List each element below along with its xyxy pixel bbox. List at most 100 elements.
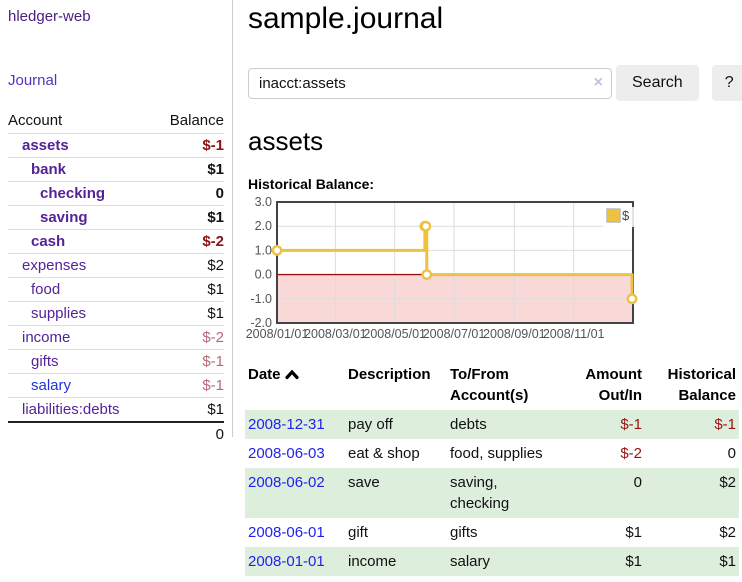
register-header-date[interactable]: Date [245, 361, 345, 410]
account-balance: $1 [153, 397, 224, 423]
transaction-balance: $1 [719, 553, 736, 570]
transaction-date-link[interactable]: 2008-01-01 [248, 553, 325, 570]
account-link-saving[interactable]: saving [40, 209, 88, 226]
account-balance: $-1 [153, 373, 224, 398]
account-link-gifts[interactable]: gifts [31, 353, 59, 370]
sidebar: hledger-web Journal Account Balance asse… [0, 0, 233, 446]
y-tick-label: 0.0 [255, 268, 272, 282]
register-header-accounts: To/From Account(s) [450, 366, 529, 404]
x-tick-label: 2008/07/01 [423, 327, 486, 341]
legend-label: $ [622, 208, 630, 223]
transaction-balance: 0 [727, 445, 736, 462]
register-table: Date Description To/From Account(s) Amou… [245, 361, 739, 576]
search-button[interactable]: Search [616, 65, 699, 101]
transaction-amount: $-1 [620, 416, 642, 433]
search-input[interactable] [248, 67, 612, 99]
main-content: sample.journal × Search ? assets Histori… [240, 0, 742, 576]
help-button[interactable]: ? [711, 65, 742, 101]
transaction-description: pay off [348, 416, 393, 433]
transaction-accounts: gifts [450, 524, 478, 541]
account-balance: $-2 [153, 229, 224, 254]
transaction-date-link[interactable]: 2008-06-03 [248, 445, 325, 462]
y-tick-label: 3.0 [255, 197, 272, 209]
account-balance: $1 [153, 301, 224, 326]
account-balance: $-1 [153, 349, 224, 374]
accounts-header-account: Account [8, 110, 154, 134]
account-row: food $1 [8, 277, 224, 302]
data-point-marker [626, 293, 638, 305]
accounts-total-value: 0 [153, 421, 224, 446]
sort-ascending-icon [284, 365, 299, 386]
transaction-row: 2008-01-01 income salary $1 $1 [245, 547, 739, 576]
transaction-balance: $2 [719, 474, 736, 491]
x-tick-label: 2008/03/01 [304, 327, 367, 341]
account-balance: $1 [153, 277, 224, 302]
account-link-supplies[interactable]: supplies [31, 305, 87, 322]
clear-search-icon[interactable]: × [593, 73, 603, 91]
x-tick-label: 2008/01/01 [246, 327, 309, 341]
register-header-balance: Historical Balance [667, 366, 736, 404]
y-tick-label: -1.0 [250, 292, 272, 306]
x-tick-label: 2008/11/01 [543, 327, 605, 341]
transaction-row: 2008-06-03 eat & shop food, supplies $-2 0 [245, 439, 739, 468]
app-title: hledger-web [8, 8, 232, 25]
account-row: supplies $1 [8, 301, 224, 326]
data-point-marker [271, 245, 283, 256]
accounts-header-balance: Balance [153, 110, 224, 134]
account-link-food[interactable]: food [31, 281, 61, 298]
account-balance: $1 [153, 157, 224, 182]
x-tick-label: 2008/09/01 [483, 327, 546, 341]
account-row: salary $-1 [8, 373, 224, 398]
transaction-description: eat & shop [348, 445, 420, 462]
transaction-row: 2008-12-31 pay off debts $-1 $-1 [245, 410, 739, 439]
register-body: 2008-12-31 pay off debts $-1 $-1 2008-06-03 ea… [245, 410, 739, 576]
accounts-body: assets $-1 bank $1 checking 0 saving $1 cash $-2 e… [8, 133, 224, 423]
accounts-table: Account Balance assets $-1 bank $1 checking 0… [8, 110, 224, 446]
data-point-marker [420, 220, 432, 232]
chart-legend: $ [603, 207, 637, 227]
transaction-amount: $1 [625, 553, 642, 570]
account-heading: assets [248, 126, 324, 156]
account-link-expenses[interactable]: expenses [22, 257, 87, 274]
transaction-date-link[interactable]: 2008-06-02 [248, 474, 325, 491]
account-balance: $2 [153, 253, 224, 278]
account-link-salary[interactable]: salary [31, 377, 72, 394]
y-tick-label: -2.0 [250, 316, 272, 330]
account-link-assets[interactable]: assets [22, 137, 69, 154]
transaction-accounts: debts [450, 416, 487, 433]
account-row: expenses $2 [8, 253, 224, 278]
chart-label: Historical Balance: [248, 176, 375, 192]
account-link-bank[interactable]: bank [31, 161, 67, 178]
accounts-total-row: 0 [8, 421, 224, 446]
transaction-description: gift [348, 524, 369, 541]
transaction-balance: $-1 [714, 416, 736, 433]
account-row: bank $1 [8, 157, 224, 182]
account-link-cash[interactable]: cash [31, 233, 66, 250]
transaction-description: save [348, 474, 380, 491]
transaction-accounts: food, supplies [450, 445, 543, 462]
page-title: sample.journal [248, 2, 444, 35]
account-balance: $-2 [153, 325, 224, 350]
account-row: saving $1 [8, 205, 224, 230]
data-point-marker [421, 269, 433, 281]
x-tick-label: 2008/05/01 [363, 327, 426, 341]
account-link-income[interactable]: income [22, 329, 71, 346]
historical-balance-chart: 3.0 2.0 1.0 0.0 -1.0 -2.02008/01/012008/03/01… [246, 197, 638, 341]
account-balance: $1 [153, 205, 224, 230]
account-row: assets $-1 [8, 133, 224, 158]
account-link-checking[interactable]: checking [40, 185, 106, 202]
account-row: cash $-2 [8, 229, 224, 254]
y-tick-label: 2.0 [255, 219, 272, 233]
transaction-amount: $1 [625, 524, 642, 541]
transaction-date-link[interactable]: 2008-12-31 [248, 416, 325, 433]
app-title-link[interactable]: hledger-web [8, 8, 91, 25]
account-row: income $-2 [8, 325, 224, 350]
account-row: gifts $-1 [8, 349, 224, 374]
sidebar-item-journal[interactable]: Journal [8, 72, 58, 89]
account-balance: $-1 [153, 133, 224, 158]
transaction-date-link[interactable]: 2008-06-01 [248, 524, 325, 541]
transaction-accounts: saving, checking [450, 474, 510, 512]
transaction-amount: 0 [633, 474, 642, 491]
account-link-liabilities-debts[interactable]: liabilities:debts [22, 401, 120, 418]
legend-swatch [606, 208, 621, 223]
